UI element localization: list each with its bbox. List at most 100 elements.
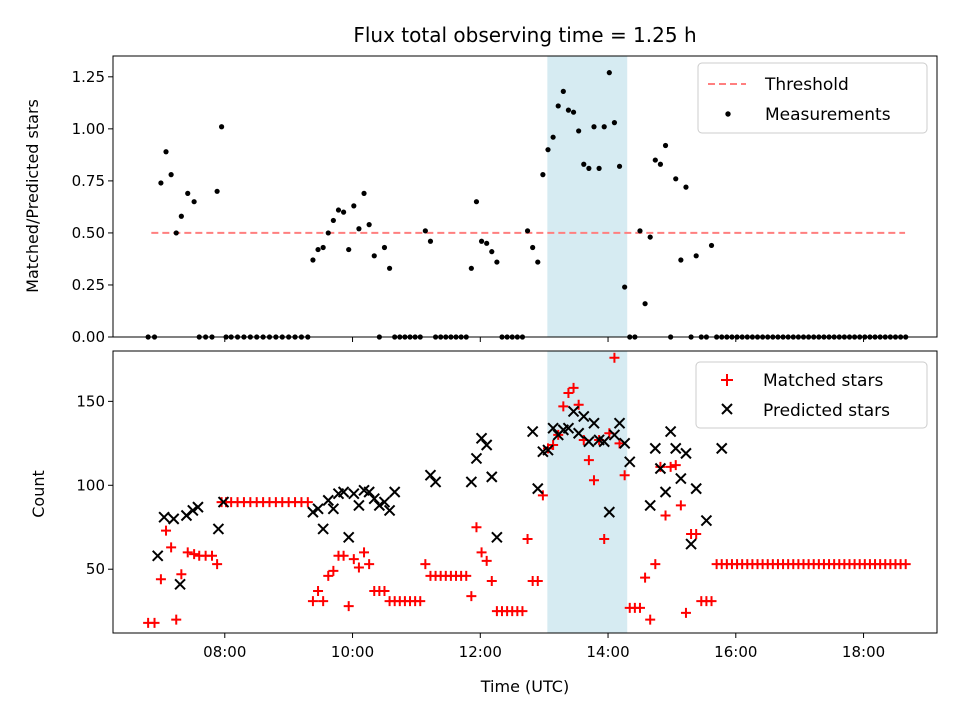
predicted-point <box>675 472 687 485</box>
matched-point <box>379 586 390 597</box>
matched-point <box>522 534 533 544</box>
predicted-point <box>716 442 728 455</box>
matched-point <box>614 438 625 449</box>
top-y-axis-label: Matched/Predicted stars <box>23 99 42 293</box>
measurement-point <box>346 246 352 253</box>
matched-point <box>670 460 681 471</box>
matched-point <box>481 555 492 566</box>
predicted-point <box>192 501 204 513</box>
predicted-point <box>217 496 230 508</box>
matched-point <box>650 559 661 570</box>
measurement-point <box>560 88 566 94</box>
matched-point <box>302 497 313 508</box>
matched-point <box>900 559 911 570</box>
predicted-point <box>613 417 626 429</box>
measurement-point <box>576 128 582 134</box>
predicted-point <box>158 511 170 523</box>
predicted-point <box>618 437 631 450</box>
measurement-point <box>478 238 485 244</box>
predicted-point <box>342 531 355 544</box>
top-ytick-label: 0.00 <box>72 328 105 346</box>
matched-point <box>660 510 671 521</box>
predicted-point <box>624 456 636 468</box>
measurement-point <box>693 253 699 259</box>
measurement-point <box>586 165 592 171</box>
predicted-point <box>368 493 380 505</box>
matched-point <box>476 547 487 558</box>
matched-point <box>563 387 574 398</box>
measurement-point <box>601 124 607 130</box>
predicted-point <box>690 482 702 495</box>
ratio-panel: 0.00 0.25 0.50 0.75 1.00 1.25 Matched/Predict… <box>23 55 938 346</box>
measurement-point <box>351 203 357 209</box>
matched-point <box>307 596 318 607</box>
top-ytick-label: 1.00 <box>72 120 105 138</box>
measurement-point <box>366 222 372 228</box>
predicted-point <box>598 435 610 448</box>
measurement-point <box>173 230 179 236</box>
predicted-point <box>322 494 334 507</box>
top-ytick-label: 0.75 <box>72 172 105 190</box>
predicted-point <box>327 503 340 515</box>
measurement-point <box>468 265 474 271</box>
predicted-point <box>491 531 503 544</box>
measurement-point <box>581 161 587 167</box>
bottom-ytick-label: 150 <box>76 392 105 410</box>
legend-matched-swatch <box>721 374 733 386</box>
measurement-point <box>310 257 316 263</box>
predicted-point <box>388 486 401 498</box>
matched-point <box>640 572 651 583</box>
matched-point <box>328 565 339 576</box>
predicted-point <box>174 578 186 591</box>
matched-point <box>353 562 364 573</box>
measurement-point <box>381 244 388 251</box>
predicted-point <box>307 506 319 518</box>
matched-point <box>471 522 482 533</box>
matched-point <box>348 554 359 565</box>
measurement-point <box>622 284 628 290</box>
predicted-point <box>475 432 488 444</box>
legend-matched-label: Matched stars <box>763 371 883 391</box>
matched-point <box>318 596 329 607</box>
legend-measurements-swatch <box>725 111 731 117</box>
predicted-point <box>532 482 544 495</box>
predicted-point <box>383 504 396 517</box>
matched-point <box>573 399 584 410</box>
measurement-point <box>683 184 689 190</box>
legend-threshold-label: Threshold <box>764 75 849 95</box>
measurement-point <box>361 190 367 196</box>
measurement-point <box>473 199 480 205</box>
matched-point <box>691 528 702 539</box>
matched-point <box>189 549 200 560</box>
matched-point <box>680 607 691 618</box>
matched-point <box>634 602 645 613</box>
measurement-points <box>145 70 909 340</box>
measurement-point <box>325 230 331 236</box>
measurement-point <box>340 209 347 215</box>
bottom-y-ticks: 50 100 150 <box>76 392 113 578</box>
measurement-point <box>214 188 220 194</box>
predicted-point <box>644 499 656 512</box>
top-y-ticks: 0.00 0.25 0.50 0.75 1.00 1.25 <box>72 68 113 346</box>
predicted-point <box>480 439 493 451</box>
matched-point <box>645 614 656 625</box>
bottom-xtick-label: 16:00 <box>714 643 757 661</box>
measurement-point <box>657 161 664 167</box>
predicted-point <box>603 506 616 518</box>
matched-point <box>166 542 177 553</box>
measurement-point <box>178 213 184 219</box>
measurement-point <box>647 234 653 240</box>
matched-point <box>212 559 223 570</box>
predicted-point <box>680 447 692 460</box>
measurement-point <box>422 228 428 234</box>
predicted-point <box>470 452 483 465</box>
matched-point <box>207 550 218 561</box>
predicted-point <box>373 499 386 512</box>
top-ytick-label: 1.25 <box>72 68 105 86</box>
measurement-point <box>606 70 612 76</box>
matched-point <box>338 550 349 561</box>
bottom-xtick-label: 14:00 <box>586 643 629 661</box>
matched-point <box>665 461 676 472</box>
bottom-legend-box <box>695 361 928 429</box>
matched-point <box>706 596 717 607</box>
